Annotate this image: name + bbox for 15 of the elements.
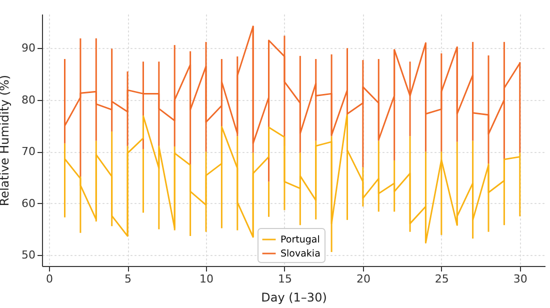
x-tick-label: 30 <box>513 272 528 286</box>
y-tick-label: 60 <box>22 196 36 210</box>
x-tick-label: 10 <box>200 272 214 286</box>
x-tick-label: 25 <box>434 272 449 286</box>
x-axis-title: Day (1–30) <box>261 290 327 304</box>
legend-label: Slovakia <box>280 248 320 260</box>
x-tick-label: 20 <box>356 272 370 286</box>
y-tick-label: 90 <box>22 42 36 55</box>
legend-label: Portugal <box>280 234 320 246</box>
x-tick-label: 15 <box>278 272 292 286</box>
y-tick-label: 70 <box>22 145 36 158</box>
x-tick-label: 5 <box>124 272 132 286</box>
x-tick-label: 0 <box>46 272 54 286</box>
y-tick-label: 80 <box>22 93 36 106</box>
y-tick-label: 50 <box>22 248 36 262</box>
